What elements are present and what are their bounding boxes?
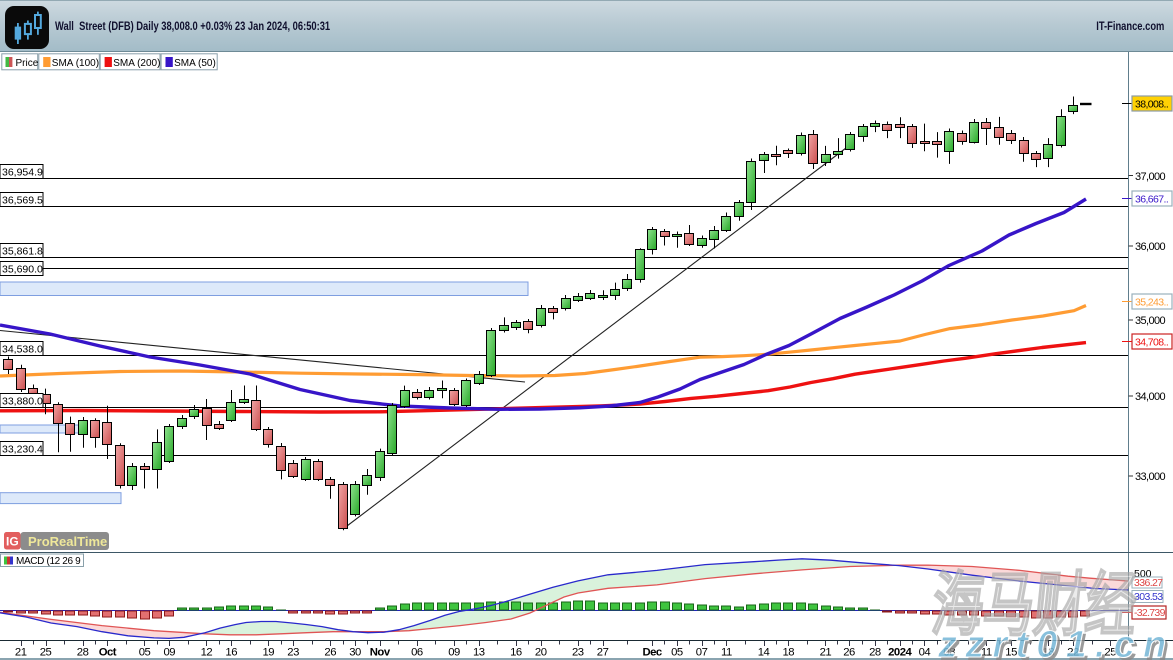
svg-text:15: 15: [1005, 647, 1017, 659]
svg-text:26: 26: [843, 647, 855, 659]
svg-text:zzrt01.cn: zzrt01.cn: [940, 627, 1173, 660]
svg-text:18: 18: [783, 647, 795, 659]
svg-text:海马财经: 海马财经: [928, 566, 1140, 645]
svg-text:33,880.0: 33,880.0: [2, 396, 43, 408]
svg-text:38,008..: 38,008..: [1135, 99, 1168, 111]
svg-text:14: 14: [758, 647, 770, 659]
svg-text:18: 18: [1042, 647, 1054, 659]
svg-text:336.27: 336.27: [1134, 577, 1163, 589]
svg-text:12: 12: [201, 647, 213, 659]
svg-text:Price: Price: [16, 58, 39, 69]
svg-text:303.53: 303.53: [1134, 591, 1163, 603]
svg-text:SMA (100): SMA (100): [52, 58, 99, 69]
svg-text:19: 19: [263, 647, 275, 659]
svg-text:35,861.8: 35,861.8: [2, 246, 43, 258]
svg-text:16: 16: [510, 647, 522, 659]
svg-text:34,708..: 34,708..: [1135, 337, 1168, 349]
svg-text:36,954.9: 36,954.9: [2, 167, 43, 179]
svg-text:34,000: 34,000: [1135, 391, 1166, 403]
svg-text:06: 06: [411, 647, 423, 659]
svg-text:21: 21: [15, 647, 27, 659]
svg-text:08: 08: [943, 647, 955, 659]
svg-text:09: 09: [164, 647, 176, 659]
svg-text:IG: IG: [6, 535, 19, 549]
svg-text:07: 07: [696, 647, 708, 659]
svg-text:36,000: 36,000: [1135, 241, 1166, 253]
svg-text:35,243..: 35,243..: [1135, 297, 1168, 309]
svg-text:25: 25: [1104, 647, 1116, 659]
svg-text:Dec: Dec: [642, 647, 661, 659]
svg-text:Oct: Oct: [99, 647, 117, 659]
svg-text:SMA (50): SMA (50): [174, 58, 216, 69]
svg-text:36,569.5: 36,569.5: [2, 195, 43, 207]
svg-text:36,667..: 36,667..: [1135, 194, 1168, 206]
svg-text:30: 30: [349, 647, 361, 659]
svg-text:23: 23: [287, 647, 299, 659]
svg-text:27: 27: [597, 647, 609, 659]
svg-text:Nov: Nov: [370, 647, 391, 659]
svg-text:MACD (12 26 9: MACD (12 26 9: [16, 556, 81, 567]
svg-text:16: 16: [225, 647, 237, 659]
svg-text:25: 25: [40, 647, 52, 659]
svg-text:26: 26: [324, 647, 336, 659]
svg-text:SMA (200): SMA (200): [113, 58, 160, 69]
svg-text:33,000: 33,000: [1135, 471, 1166, 483]
svg-text:23: 23: [572, 647, 584, 659]
svg-text:35,690.0: 35,690.0: [2, 264, 43, 276]
svg-text:2024: 2024: [888, 647, 912, 659]
svg-text:28: 28: [869, 647, 881, 659]
svg-text:22: 22: [1067, 647, 1079, 659]
svg-text:13: 13: [473, 647, 485, 659]
svg-text:11: 11: [981, 647, 992, 659]
svg-text:09: 09: [448, 647, 460, 659]
svg-text:34,538.0: 34,538.0: [2, 344, 43, 356]
svg-text:20: 20: [535, 647, 547, 659]
svg-text:ProRealTime: ProRealTime: [28, 534, 107, 549]
svg-text:37,000: 37,000: [1135, 171, 1166, 183]
svg-text:33,230.4: 33,230.4: [2, 444, 43, 456]
svg-text:21: 21: [820, 647, 832, 659]
svg-text:-32.739: -32.739: [1134, 607, 1166, 619]
svg-text:35,000: 35,000: [1135, 315, 1166, 327]
svg-text:28: 28: [77, 647, 89, 659]
svg-text:04: 04: [919, 647, 931, 659]
svg-text:05: 05: [671, 647, 683, 659]
svg-text:11: 11: [721, 647, 732, 659]
svg-text:zzrt01.cn: zzrt01.cn: [937, 624, 1173, 660]
svg-text:05: 05: [139, 647, 151, 659]
